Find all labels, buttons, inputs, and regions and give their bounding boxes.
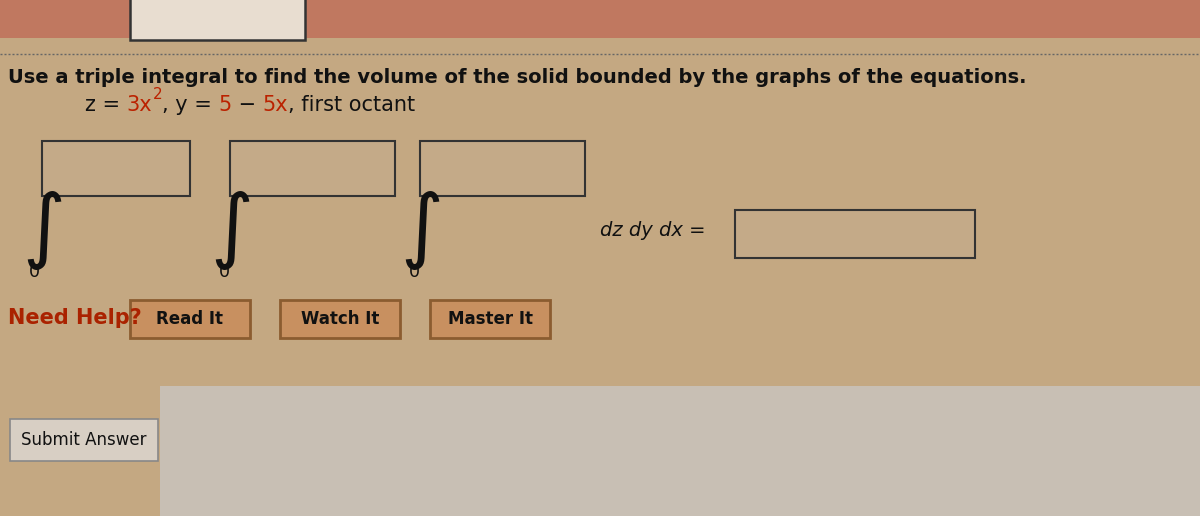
Text: , y =: , y = <box>162 95 218 115</box>
Text: $\int$: $\int$ <box>210 190 251 272</box>
Bar <box>0 0 1200 38</box>
Bar <box>420 141 586 196</box>
Bar <box>230 141 395 196</box>
Bar <box>42 141 190 196</box>
Bar <box>130 0 305 40</box>
Text: dz dy dx =: dz dy dx = <box>600 221 706 240</box>
Text: Read It: Read It <box>156 310 223 328</box>
Text: 2: 2 <box>152 87 162 102</box>
Bar <box>280 300 400 338</box>
Bar <box>130 300 250 338</box>
Text: z =: z = <box>85 95 127 115</box>
Bar <box>160 386 1200 516</box>
Text: 5: 5 <box>218 95 232 115</box>
Text: $_0$: $_0$ <box>28 256 40 280</box>
Text: , first octant: , first octant <box>288 95 415 115</box>
Bar <box>10 419 158 461</box>
Text: $_0$: $_0$ <box>218 256 230 280</box>
Text: Master It: Master It <box>448 310 533 328</box>
Text: −: − <box>232 95 263 115</box>
Bar <box>734 210 974 258</box>
Text: $\int$: $\int$ <box>400 190 440 272</box>
Text: Watch It: Watch It <box>301 310 379 328</box>
Bar <box>430 300 550 338</box>
Text: Submit Answer: Submit Answer <box>22 431 146 449</box>
Text: 5x: 5x <box>263 95 288 115</box>
Text: Use a triple integral to find the volume of the solid bounded by the graphs of t: Use a triple integral to find the volume… <box>8 68 1026 87</box>
Text: Need Help?: Need Help? <box>8 308 142 328</box>
Text: $\int$: $\int$ <box>22 190 62 272</box>
Text: $_0$: $_0$ <box>408 256 420 280</box>
Text: 3x: 3x <box>127 95 152 115</box>
